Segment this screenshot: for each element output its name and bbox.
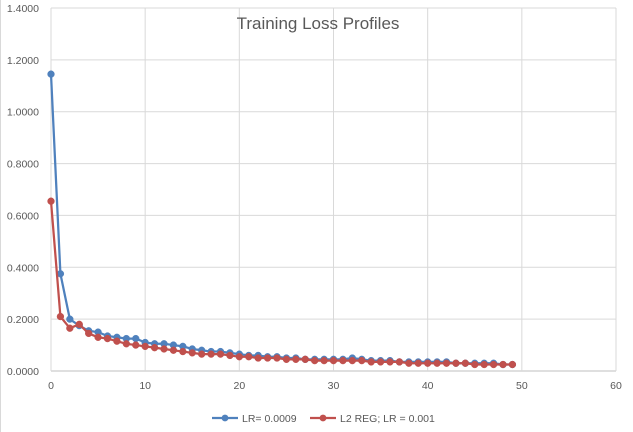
- data-point: [150, 344, 159, 352]
- data-point: [94, 333, 102, 341]
- data-point: [499, 360, 507, 369]
- data-point: [226, 351, 234, 360]
- data-point: [216, 350, 225, 358]
- x-tick-label: 40: [422, 380, 434, 392]
- legend-item: LR= 0.0009: [212, 413, 297, 425]
- data-point: [56, 312, 65, 321]
- data-point: [358, 356, 366, 365]
- data-point: [160, 345, 168, 353]
- data-point: [75, 320, 83, 328]
- x-tick-label: 30: [328, 380, 340, 392]
- axes: Training Loss Profiles 0.0000 0.2000 0.400…: [7, 3, 622, 392]
- data-point: [132, 341, 140, 349]
- x-tick-label: 20: [233, 380, 245, 392]
- data-point: [433, 359, 441, 367]
- y-tick-label: 0.8000: [7, 159, 39, 171]
- y-tick-label: 0.4000: [7, 262, 39, 274]
- data-point: [489, 360, 498, 369]
- data-point: [188, 349, 196, 357]
- y-tick-label: 0.0000: [7, 366, 39, 378]
- data-point: [169, 346, 178, 354]
- legend-marker: [319, 414, 327, 422]
- data-point: [386, 358, 394, 366]
- chart-title: Training Loss Profiles: [237, 14, 400, 33]
- data-point: [282, 355, 291, 363]
- data-point: [66, 324, 74, 332]
- legend-item: L2 REG; LR = 0.001: [310, 413, 435, 425]
- data-point: [348, 356, 356, 365]
- y-tick-label: 1.2000: [7, 55, 39, 67]
- data-point: [254, 354, 262, 362]
- y-tick-label: 1.0000: [7, 107, 39, 119]
- data-point: [207, 350, 215, 358]
- data-point: [339, 356, 347, 365]
- data-point: [47, 197, 55, 205]
- series-1: [47, 70, 517, 369]
- data-point: [508, 360, 517, 369]
- data-point: [263, 354, 272, 362]
- data-point: [471, 360, 479, 369]
- data-point: [66, 315, 74, 323]
- data-point: [442, 359, 451, 367]
- y-tick-label: 0.2000: [7, 314, 39, 326]
- data-point: [132, 334, 140, 343]
- x-tick-label: 60: [610, 380, 622, 392]
- data-point: [103, 334, 112, 343]
- y-tick-label: 0.6000: [7, 210, 39, 222]
- data-point: [405, 359, 413, 367]
- legend-label: LR= 0.0009: [242, 413, 297, 425]
- data-point: [480, 360, 488, 369]
- y-tick-label: 1.4000: [7, 3, 39, 15]
- data-point: [311, 356, 319, 365]
- gridlines: [50, 7, 617, 372]
- data-point: [329, 356, 338, 365]
- data-point: [141, 342, 149, 351]
- data-point: [452, 359, 460, 367]
- series-line: [49, 74, 513, 366]
- data-point: [376, 358, 385, 366]
- series-layer: [47, 70, 517, 369]
- data-point: [367, 358, 375, 366]
- series-2: [47, 197, 517, 369]
- data-point: [245, 353, 253, 361]
- x-tick-label: 10: [139, 380, 151, 392]
- data-point: [292, 355, 300, 363]
- data-point: [273, 354, 281, 362]
- data-point: [122, 340, 130, 348]
- data-point: [235, 353, 243, 361]
- data-point: [301, 355, 309, 363]
- data-point: [113, 337, 121, 345]
- x-tick-label: 0: [48, 380, 54, 392]
- data-point: [414, 359, 422, 367]
- data-point: [198, 350, 206, 358]
- data-point: [47, 70, 55, 78]
- data-point: [179, 347, 187, 356]
- legend-marker: [221, 414, 229, 422]
- legend-label: L2 REG; LR = 0.001: [340, 413, 435, 425]
- data-point: [395, 358, 404, 366]
- data-point: [424, 359, 432, 367]
- x-tick-label: 50: [516, 380, 528, 392]
- data-point: [461, 359, 469, 367]
- legend: LR= 0.0009 L2 REG; LR = 0.001: [212, 413, 435, 425]
- data-point: [320, 356, 328, 365]
- data-point: [85, 329, 93, 338]
